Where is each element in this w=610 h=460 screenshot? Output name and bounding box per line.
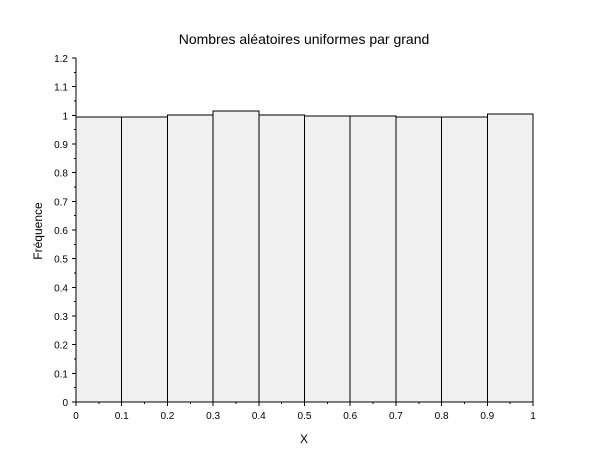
y-axis-ticks: 0 0.1 0.2 0.3 0.4 0.5 0.6 0.7 0.8 0.9 1 1.1 1.2: [54, 54, 76, 409]
histogram-bar-8: [441, 116, 488, 403]
x-tick-label: 0: [73, 411, 79, 422]
y-tick-label: 0.9: [54, 140, 68, 151]
y-tick-label: 1.2: [54, 54, 68, 65]
x-tick-label: 0.2: [160, 411, 174, 422]
y-tick-label: 0.5: [54, 255, 68, 266]
histogram-bar-6: [349, 115, 397, 403]
y-tick-label: 0.4: [54, 283, 68, 294]
x-tick-label: 1: [530, 411, 536, 422]
x-axis-ticks: 0 0.1 0.2 0.3 0.4 0.5 0.6 0.7 0.8 0.9 1: [73, 402, 536, 422]
x-tick-label: 0.6: [343, 411, 357, 422]
chart-title: Nombres aléatoires uniformes par grand: [179, 31, 430, 47]
y-axis-label: Fréquence: [31, 202, 45, 260]
x-tick-label: 0.3: [206, 411, 220, 422]
y-tick-label: 1: [62, 111, 68, 122]
y-tick-label: 0.2: [54, 341, 68, 352]
x-tick-label: 0.4: [252, 411, 266, 422]
histogram-bar-9: [486, 113, 534, 403]
histogram-bar-7: [395, 116, 443, 403]
y-tick-label: 0.8: [54, 169, 68, 180]
histogram-bar-5: [304, 115, 351, 403]
x-tick-label: 0.5: [298, 411, 312, 422]
histogram-bar-4: [258, 114, 305, 403]
y-tick-label: 0: [62, 398, 68, 409]
x-tick-label: 0.1: [115, 411, 129, 422]
y-tick-label: 0.1: [54, 369, 68, 380]
y-tick-label: 0.3: [54, 312, 68, 323]
histogram-bar-1: [121, 116, 168, 403]
y-tick-label: 1.1: [54, 83, 68, 94]
x-tick-label: 0.7: [389, 411, 403, 422]
histogram-bar-0: [75, 116, 123, 403]
x-tick-label: 0.8: [435, 411, 449, 422]
bars-group: [75, 110, 534, 403]
y-tick-label: 0.6: [54, 226, 68, 237]
x-tick-label: 0.9: [480, 411, 494, 422]
x-axis-label: X: [300, 432, 308, 446]
y-tick-label: 0.7: [54, 197, 68, 208]
histogram-bar-2: [166, 114, 214, 403]
histogram-bar-3: [212, 110, 260, 403]
